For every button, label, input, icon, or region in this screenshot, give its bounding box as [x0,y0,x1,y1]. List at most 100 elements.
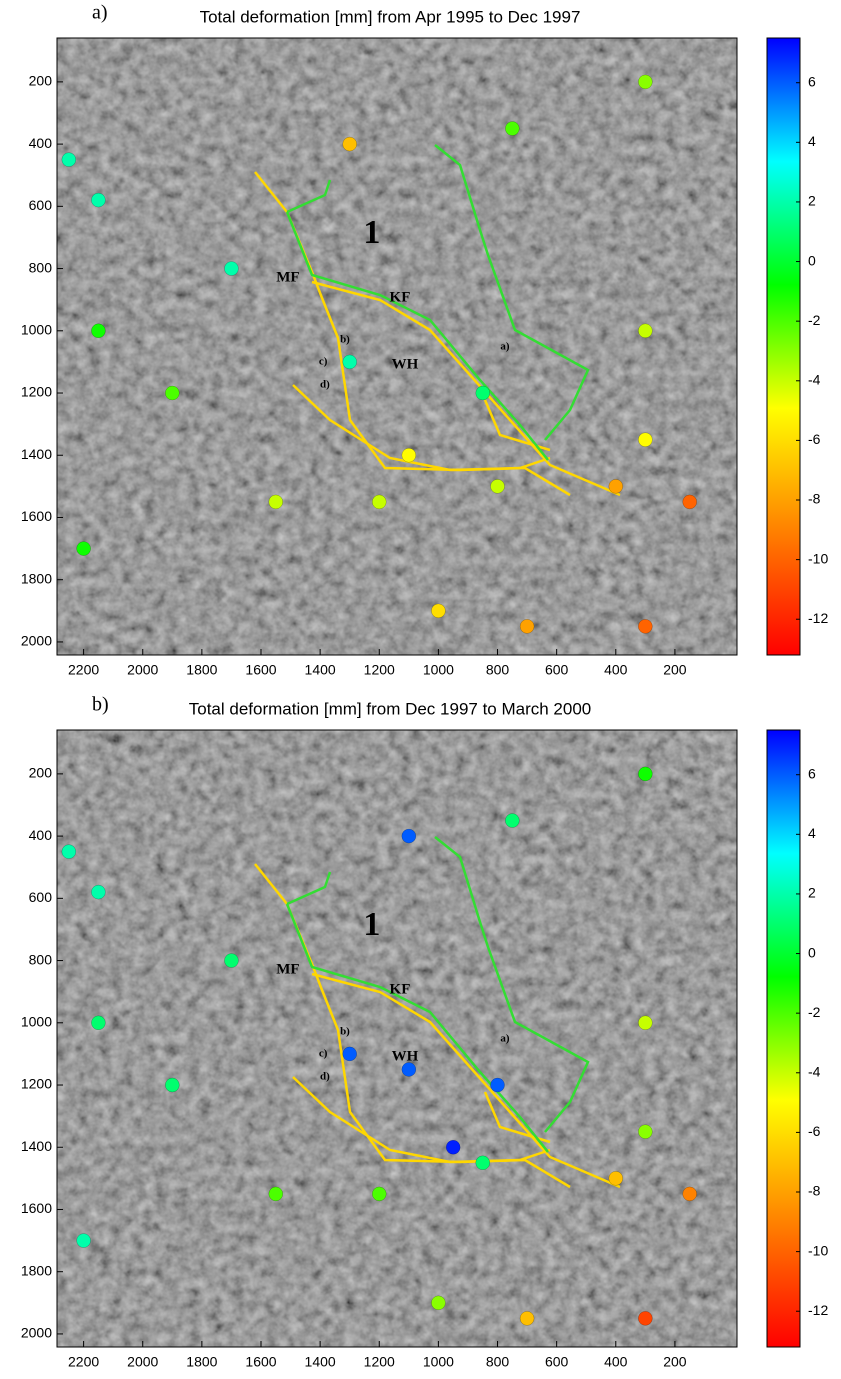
deformation-point [372,1187,386,1201]
annotation: a) [500,340,510,352]
deformation-point [638,433,652,447]
deformation-point [269,495,283,509]
annotation: KF [390,290,411,306]
y-tick-label: 1800 [21,570,52,586]
y-tick-label: 1000 [21,1013,52,1029]
x-tick-label: 400 [604,662,628,678]
colorbar-tick-label: -6 [808,431,821,447]
colorbar-tick-label: 6 [808,765,816,781]
colorbar-tick-label: 4 [808,825,816,841]
x-tick-label: 1000 [423,662,454,678]
deformation-point [491,479,505,493]
deformation-point [224,954,238,968]
x-tick-label: 1600 [245,1354,276,1370]
x-tick-label: 1800 [186,662,217,678]
y-tick-label: 2000 [21,1325,52,1341]
colorbar-tick-label: -4 [808,1063,821,1079]
deformation-point [638,767,652,781]
y-tick-label: 2000 [21,633,52,649]
x-tick-label: 1600 [245,662,276,678]
y-tick-label: 1200 [21,384,52,400]
deformation-point [609,1171,623,1185]
annotation: WH [392,356,419,372]
deformation-point [62,153,76,167]
x-tick-label: 1200 [364,662,395,678]
deformation-point [402,829,416,843]
annotation: WH [392,1048,419,1064]
annotation: c) [319,1047,328,1059]
y-tick-label: 800 [29,951,53,967]
colorbar-tick-label: 6 [808,73,816,89]
colorbar-tick-label: -10 [808,1242,828,1258]
map-texture [57,730,737,1347]
panel-label: b) [92,694,109,716]
annotation: a) [500,1032,510,1044]
deformation-point [91,193,105,207]
colorbar-tick-label: 0 [808,944,816,960]
annotation: d) [320,1070,330,1082]
deformation-point [476,1156,490,1170]
y-tick-label: 1400 [21,446,52,462]
deformation-point [638,324,652,338]
annotation: MF [276,961,299,977]
annotation: MF [276,269,299,285]
deformation-point [343,355,357,369]
deformation-point [62,845,76,859]
colorbar-tick-label: -8 [808,1183,821,1199]
annotation: KF [390,982,411,998]
deformation-point [505,814,519,828]
y-tick-label: 1800 [21,1262,52,1278]
y-tick-label: 800 [29,259,53,275]
deformation-point [91,324,105,338]
chart-title: Total deformation [mm] from Apr 1995 to … [200,7,581,26]
page: a) Total deformation [mm] from Apr 1995 t… [0,0,841,1379]
y-tick-label: 1400 [21,1138,52,1154]
deformation-point [609,479,623,493]
y-tick-label: 400 [29,135,53,151]
deformation-point [520,619,534,633]
colorbar-tick-label: 4 [808,133,816,149]
deformation-point [165,386,179,400]
deformation-point [402,1062,416,1076]
colorbar-tick-label: -6 [808,1123,821,1139]
x-tick-label: 2000 [127,1354,158,1370]
y-tick-label: 1000 [21,321,52,337]
y-tick-label: 200 [29,765,53,781]
annotation: c) [319,355,328,367]
deformation-point [520,1311,534,1325]
colorbar-tick-label: -4 [808,371,821,387]
x-tick-label: 200 [663,1354,687,1370]
x-tick-label: 400 [604,1354,628,1370]
x-tick-label: 2200 [68,1354,99,1370]
colorbar-tick-label: -10 [808,550,828,566]
x-tick-label: 600 [545,662,569,678]
colorbar-tick-label: 2 [808,193,816,209]
deformation-point [446,1140,460,1154]
x-tick-label: 1000 [423,1354,454,1370]
colorbar-tick-label: -12 [808,610,828,626]
deformation-point [505,122,519,136]
colorbar-tick-label: -2 [808,312,821,328]
deformation-point [372,495,386,509]
colorbar-tick-label: -12 [808,1302,828,1318]
colorbar-tick-label: 2 [808,885,816,901]
deformation-point [638,1125,652,1139]
y-tick-label: 400 [29,827,53,843]
colorbar-tick-label: 0 [808,252,816,268]
deformation-point [638,1016,652,1030]
colorbar-tick-label: -2 [808,1004,821,1020]
deformation-point [77,542,91,556]
y-tick-label: 1600 [21,508,52,524]
deformation-point [431,604,445,618]
deformation-point [77,1234,91,1248]
x-tick-label: 800 [486,1354,510,1370]
deformation-point [165,1078,179,1092]
x-tick-label: 600 [545,1354,569,1370]
x-tick-label: 1400 [305,662,336,678]
deformation-point [431,1296,445,1310]
deformation-point [683,1187,697,1201]
deformation-point [224,262,238,276]
y-tick-label: 1600 [21,1200,52,1216]
chart-title: Total deformation [mm] from Dec 1997 to … [189,699,592,718]
y-tick-label: 600 [29,889,53,905]
